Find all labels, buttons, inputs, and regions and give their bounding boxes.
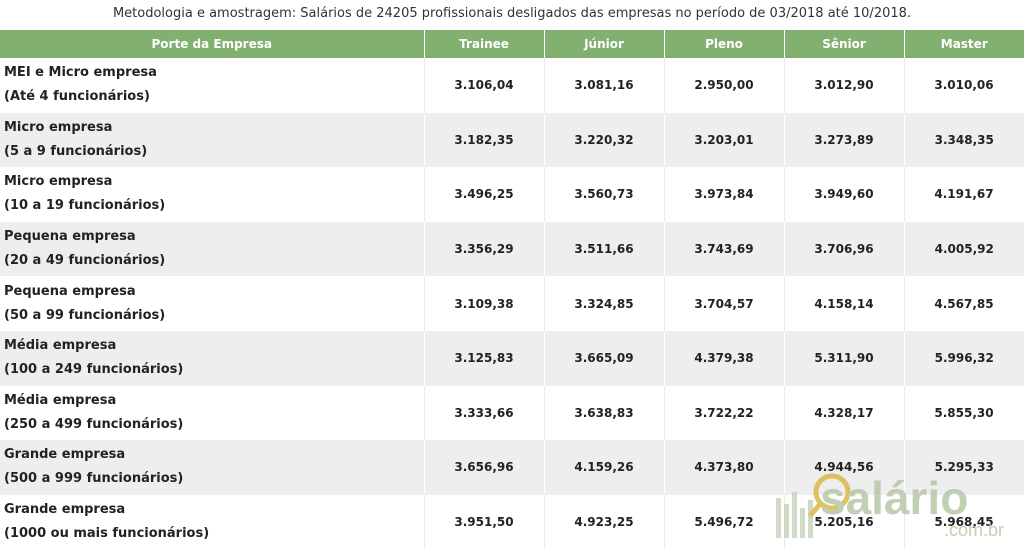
table-row: Média empresa (250 a 499 funcionários) 3.3… <box>0 385 1024 441</box>
value-master: 5.855,30 <box>904 385 1024 441</box>
table-caption: Metodologia e amostragem: Salários de 24… <box>112 6 912 21</box>
table-row: Pequena empresa (50 a 99 funcionários) 3.1… <box>0 276 1024 331</box>
value-pleno: 3.722,22 <box>664 385 785 441</box>
company-size-cell: Média empresa (250 a 499 funcionários) <box>0 385 425 441</box>
value-master: 5.295,33 <box>904 440 1024 495</box>
value-senior: 3.273,89 <box>784 112 905 168</box>
value-junior: 3.511,66 <box>544 221 665 277</box>
value-junior: 3.081,16 <box>544 58 665 113</box>
table-row: Média empresa (100 a 249 funcionários) 3.1… <box>0 330 1024 386</box>
value-pleno: 3.704,57 <box>664 276 785 331</box>
value-junior: 3.220,32 <box>544 112 665 168</box>
value-senior: 5.311,90 <box>784 330 905 386</box>
value-trainee: 3.182,35 <box>424 112 545 168</box>
value-pleno: 4.373,80 <box>664 440 785 495</box>
value-junior: 3.324,85 <box>544 276 665 331</box>
header-porte: Porte da Empresa <box>0 30 425 58</box>
company-size-cell: MEI e Micro empresa (Até 4 funcionários) <box>0 58 425 113</box>
employee-range-label: (50 a 99 funcionários) <box>4 307 166 323</box>
value-pleno: 3.203,01 <box>664 112 785 168</box>
value-master: 4.567,85 <box>904 276 1024 331</box>
company-size-cell: Micro empresa (5 a 9 funcionários) <box>0 112 425 168</box>
value-junior: 4.159,26 <box>544 440 665 495</box>
value-trainee: 3.496,25 <box>424 167 545 222</box>
table-row: Micro empresa (5 a 9 funcionários) 3.182,3… <box>0 112 1024 168</box>
value-junior: 4.923,25 <box>544 494 665 549</box>
value-trainee: 3.106,04 <box>424 58 545 113</box>
table-body: MEI e Micro empresa (Até 4 funcionários) 3… <box>0 58 1024 549</box>
company-size-cell: Grande empresa (500 a 999 funcionários) <box>0 440 425 495</box>
value-master: 5.968,45 <box>904 494 1024 549</box>
employee-range-label: (250 a 499 funcionários) <box>4 416 184 432</box>
employee-range-label: (Até 4 funcionários) <box>4 89 150 105</box>
value-senior: 4.328,17 <box>784 385 905 441</box>
table-row: Grande empresa (1000 ou mais funcionários… <box>0 494 1024 549</box>
value-pleno: 3.743,69 <box>664 221 785 277</box>
header-junior: Júnior <box>544 30 665 58</box>
table-row: MEI e Micro empresa (Até 4 funcionários) 3… <box>0 58 1024 113</box>
company-size-cell: Média empresa (100 a 249 funcionários) <box>0 330 425 386</box>
header-master: Master <box>904 30 1024 58</box>
company-size-label: Pequena empresa <box>4 283 136 299</box>
employee-range-label: (5 a 9 funcionários) <box>4 143 148 159</box>
value-master: 3.010,06 <box>904 58 1024 113</box>
value-master: 4.191,67 <box>904 167 1024 222</box>
company-size-label: MEI e Micro empresa <box>4 65 157 81</box>
table-row: Micro empresa (10 a 19 funcionários) 3.496… <box>0 167 1024 222</box>
company-size-label: Grande empresa <box>4 447 126 463</box>
value-senior: 3.706,96 <box>784 221 905 277</box>
company-size-cell: Pequena empresa (20 a 49 funcionários) <box>0 221 425 277</box>
header-pleno: Pleno <box>664 30 785 58</box>
value-pleno: 3.973,84 <box>664 167 785 222</box>
table-header-row: Porte da Empresa Trainee Júnior Pleno Sê… <box>0 30 1024 58</box>
company-size-label: Média empresa <box>4 338 117 354</box>
value-trainee: 3.125,83 <box>424 330 545 386</box>
table-row: Grande empresa (500 a 999 funcionários) 3.… <box>0 440 1024 495</box>
value-junior: 3.665,09 <box>544 330 665 386</box>
value-senior: 4.158,14 <box>784 276 905 331</box>
company-size-label: Pequena empresa <box>4 229 136 245</box>
salary-table: Porte da Empresa Trainee Júnior Pleno Sê… <box>0 30 1024 549</box>
value-senior: 3.012,90 <box>784 58 905 113</box>
company-size-cell: Grande empresa (1000 ou mais funcionários… <box>0 494 425 549</box>
value-pleno: 2.950,00 <box>664 58 785 113</box>
value-master: 5.996,32 <box>904 330 1024 386</box>
value-pleno: 5.496,72 <box>664 494 785 549</box>
value-senior: 3.949,60 <box>784 167 905 222</box>
company-size-cell: Pequena empresa (50 a 99 funcionários) <box>0 276 425 331</box>
value-senior: 5.205,16 <box>784 494 905 549</box>
employee-range-label: (500 a 999 funcionários) <box>4 471 184 487</box>
value-trainee: 3.951,50 <box>424 494 545 549</box>
employee-range-label: (20 a 49 funcionários) <box>4 253 166 269</box>
value-trainee: 3.356,29 <box>424 221 545 277</box>
employee-range-label: (1000 ou mais funcionários) <box>4 526 210 542</box>
value-trainee: 3.333,66 <box>424 385 545 441</box>
table-row: Pequena empresa (20 a 49 funcionários) 3.3… <box>0 221 1024 277</box>
header-senior: Sênior <box>784 30 905 58</box>
value-master: 4.005,92 <box>904 221 1024 277</box>
company-size-label: Micro empresa <box>4 174 113 190</box>
value-junior: 3.638,83 <box>544 385 665 441</box>
employee-range-label: (100 a 249 funcionários) <box>4 362 184 378</box>
value-senior: 4.944,56 <box>784 440 905 495</box>
company-size-cell: Micro empresa (10 a 19 funcionários) <box>0 167 425 222</box>
value-trainee: 3.656,96 <box>424 440 545 495</box>
value-trainee: 3.109,38 <box>424 276 545 331</box>
company-size-label: Grande empresa <box>4 502 126 518</box>
value-master: 3.348,35 <box>904 112 1024 168</box>
company-size-label: Micro empresa <box>4 119 113 135</box>
value-pleno: 4.379,38 <box>664 330 785 386</box>
value-junior: 3.560,73 <box>544 167 665 222</box>
header-trainee: Trainee <box>424 30 545 58</box>
employee-range-label: (10 a 19 funcionários) <box>4 198 166 214</box>
company-size-label: Média empresa <box>4 392 117 408</box>
